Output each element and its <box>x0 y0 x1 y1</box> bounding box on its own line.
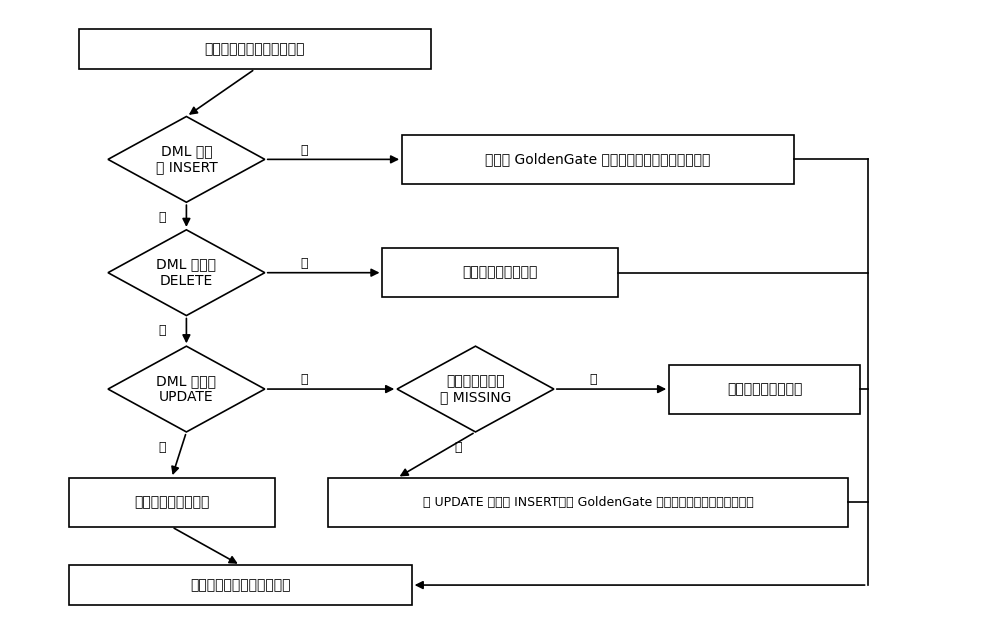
Text: 否: 否 <box>158 324 166 338</box>
Text: 是: 是 <box>300 257 308 270</box>
FancyBboxPatch shape <box>402 135 794 184</box>
Text: 否: 否 <box>158 211 166 224</box>
FancyBboxPatch shape <box>328 478 848 527</box>
Polygon shape <box>108 116 265 202</box>
Text: 否: 否 <box>454 441 462 454</box>
Text: 是: 是 <box>300 144 308 157</box>
Text: 是: 是 <box>300 373 308 386</box>
Text: DML 类型为
DELETE: DML 类型为 DELETE <box>156 258 216 288</box>
FancyBboxPatch shape <box>669 364 860 414</box>
Text: 存疑字段状态均
为 MISSING: 存疑字段状态均 为 MISSING <box>440 374 511 404</box>
Polygon shape <box>397 346 554 432</box>
Polygon shape <box>108 230 265 316</box>
Polygon shape <box>108 346 265 432</box>
Text: 直接将 GoldenGate 主键以及存疑字段插入中间表: 直接将 GoldenGate 主键以及存疑字段插入中间表 <box>485 152 711 166</box>
FancyBboxPatch shape <box>382 248 618 298</box>
Text: 结束存疑表到中间表的同步: 结束存疑表到中间表的同步 <box>190 578 291 592</box>
Text: 将 UPDATE 转换为 INSERT，将 GoldenGate 主键以及存疑字段插入中间表: 将 UPDATE 转换为 INSERT，将 GoldenGate 主键以及存疑字… <box>423 496 754 509</box>
Text: 开始存疑表到中间表的同步: 开始存疑表到中间表的同步 <box>205 42 305 56</box>
FancyBboxPatch shape <box>69 478 275 527</box>
Text: 是: 是 <box>589 373 597 386</box>
Text: DML 类型为
UPDATE: DML 类型为 UPDATE <box>156 374 216 404</box>
Text: 否: 否 <box>158 441 166 454</box>
Text: 忽略到中间表的同步: 忽略到中间表的同步 <box>134 496 209 509</box>
FancyBboxPatch shape <box>79 29 431 69</box>
Text: 忽略到中间表的同步: 忽略到中间表的同步 <box>727 382 802 396</box>
Text: 忽略到中间表的同步: 忽略到中间表的同步 <box>462 266 538 280</box>
FancyBboxPatch shape <box>69 565 412 605</box>
Text: DML 类型
为 INSERT: DML 类型 为 INSERT <box>156 144 217 174</box>
